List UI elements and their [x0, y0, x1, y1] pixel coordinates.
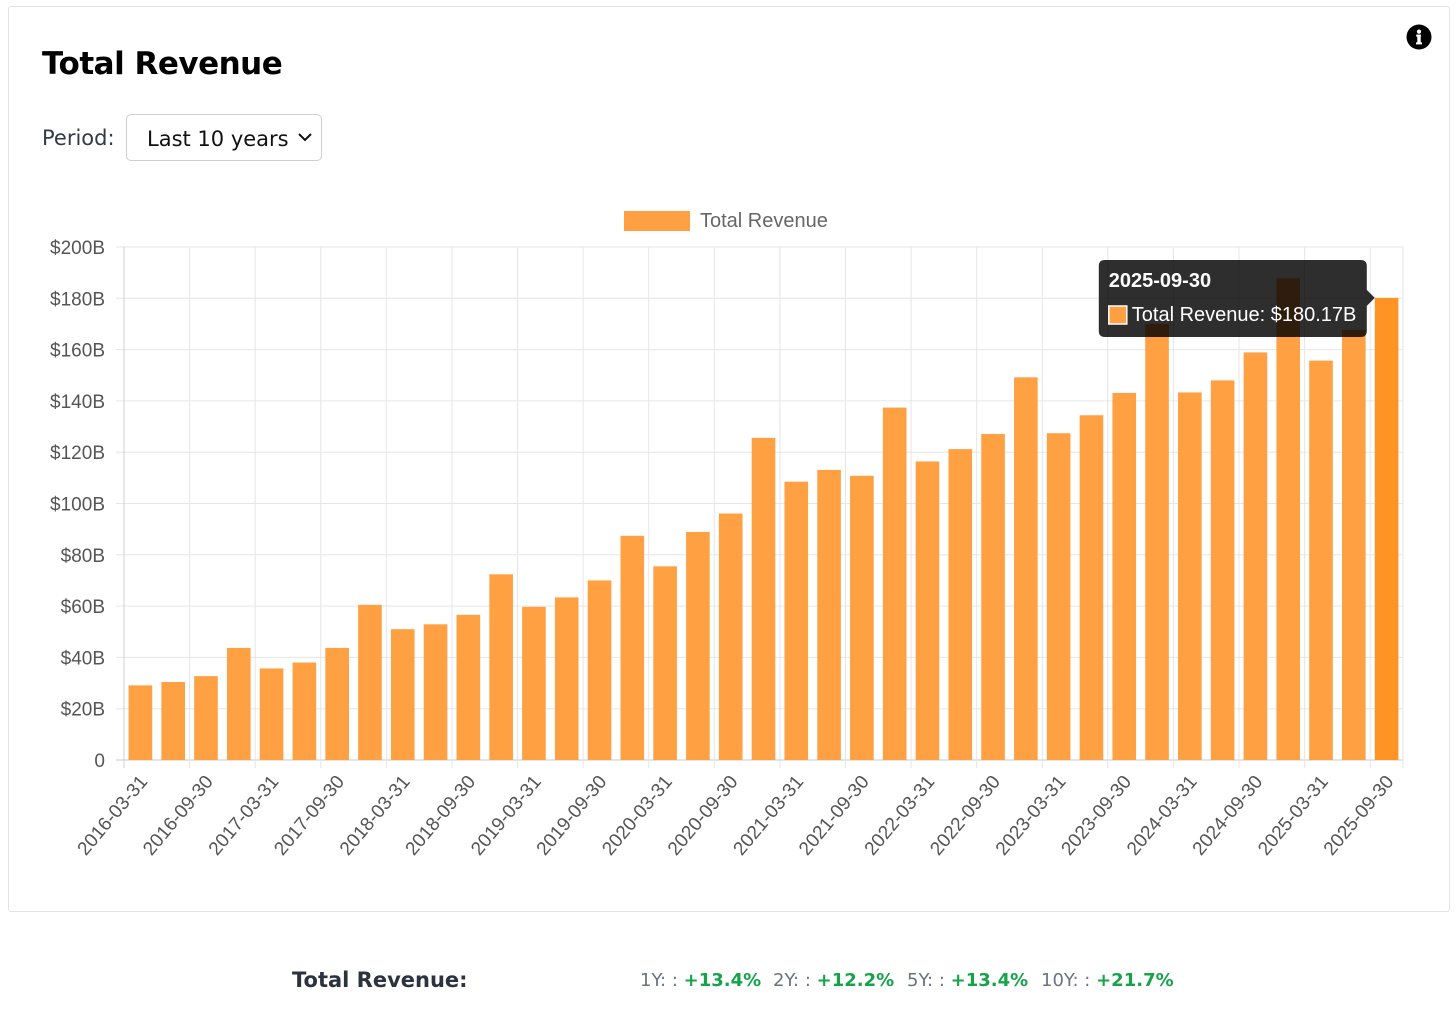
- y-tick-label: $100B: [50, 495, 105, 516]
- bar-2018-06-30: [423, 624, 448, 760]
- bar-2018-12-31: [489, 574, 513, 760]
- period-label: Period:: [42, 126, 115, 150]
- y-tick-label: $120B: [50, 443, 105, 464]
- y-tick-label: 0: [94, 751, 105, 772]
- chevron-down-icon: [298, 133, 312, 142]
- bar-2020-06-30: [686, 531, 710, 760]
- y-tick-label: $40B: [61, 648, 105, 669]
- bar-2024-09-30: [1243, 352, 1268, 760]
- growth-2y: 2Y: : +12.2%: [773, 970, 895, 991]
- y-tick-label: $200B: [50, 238, 105, 259]
- bar-2019-06-30: [554, 597, 579, 760]
- bar-2019-03-31: [522, 606, 546, 760]
- bar-2017-03-31: [259, 668, 284, 760]
- bar-2020-09-30: [718, 513, 743, 760]
- tooltip-label: Total Revenue: $180.17B: [1132, 304, 1357, 326]
- bar-2016-12-31: [226, 647, 251, 760]
- bar-2020-03-31: [653, 566, 677, 760]
- bar-2024-03-31: [1178, 392, 1202, 760]
- growth-10y: 10Y: : +21.7%: [1041, 970, 1174, 991]
- bar-2023-09-30: [1112, 392, 1137, 760]
- bar-2023-06-30: [1079, 415, 1104, 760]
- bar-2022-06-30: [948, 449, 973, 760]
- y-tick-label: $180B: [50, 289, 105, 310]
- bar-2017-09-30: [325, 647, 349, 760]
- bar-2022-09-30: [981, 433, 1005, 760]
- bar-2021-03-31: [784, 481, 809, 760]
- bar-2023-12-31: [1145, 323, 1169, 760]
- tooltip-swatch: [1108, 305, 1128, 325]
- period-select[interactable]: Last 10 years: [126, 114, 322, 161]
- bar-2016-06-30: [161, 682, 185, 760]
- y-tick-label: $20B: [61, 700, 105, 721]
- bar-2024-12-31: [1276, 278, 1301, 760]
- bar-2016-03-31: [128, 685, 153, 760]
- bar-2024-06-30: [1210, 380, 1235, 760]
- growth-1y: 1Y: : +13.4%: [640, 970, 762, 991]
- bar-2017-06-30: [292, 662, 317, 760]
- growth-5y: 5Y: : +13.4%: [907, 970, 1029, 991]
- info-icon[interactable]: [1406, 24, 1432, 50]
- period-select-value: Last 10 years: [147, 127, 289, 151]
- bar-2016-09-30: [194, 676, 218, 760]
- legend-label: Total Revenue: [700, 210, 828, 232]
- bar-2018-03-31: [390, 629, 415, 760]
- revenue-bar-chart: 0 $20B $40B $60B $80B $100B $120B $140B $160B $18…: [50, 210, 1404, 860]
- bar-2018-09-30: [456, 614, 481, 760]
- y-tick-label: $60B: [61, 597, 105, 618]
- page-title: Total Revenue: [42, 46, 283, 82]
- summary-label: Total Revenue:: [292, 968, 468, 992]
- bar-2019-09-30: [587, 580, 612, 760]
- y-tick-label: $140B: [50, 392, 105, 413]
- bar-2025-03-31: [1309, 360, 1333, 760]
- bar-2020-12-31: [751, 437, 776, 760]
- bar-2019-12-31: [620, 535, 645, 760]
- bar-2025-06-30: [1342, 329, 1366, 760]
- bar-2021-06-30: [817, 469, 841, 760]
- legend-swatch: [624, 211, 690, 231]
- y-tick-label: $80B: [61, 546, 105, 567]
- bar-2023-03-31: [1046, 433, 1071, 760]
- bar-2022-03-31: [915, 461, 940, 760]
- bar-2017-12-31: [358, 604, 382, 760]
- bar-2021-09-30: [850, 475, 874, 760]
- bar-2021-12-31: [882, 407, 907, 760]
- bar-2022-12-31: [1014, 377, 1038, 760]
- tooltip-box: [1098, 260, 1375, 337]
- bar-2025-09-30: [1374, 297, 1399, 760]
- y-tick-label: $160B: [50, 341, 105, 362]
- tooltip-title: 2025-09-30: [1109, 270, 1211, 292]
